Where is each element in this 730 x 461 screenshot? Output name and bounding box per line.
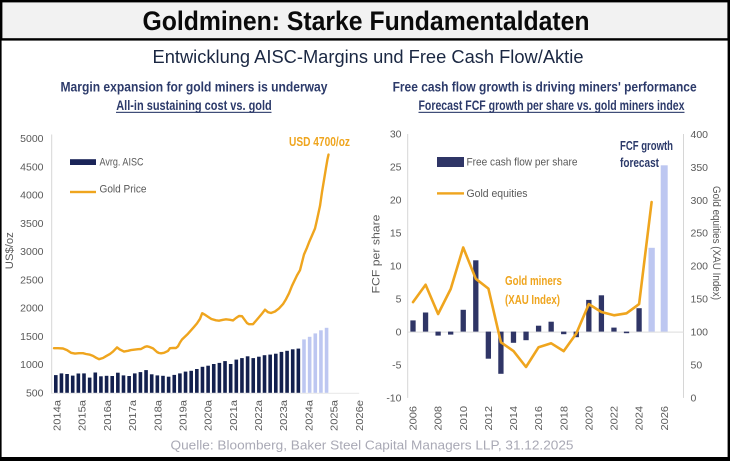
svg-text:5: 5 xyxy=(396,293,402,305)
svg-text:2022: 2022 xyxy=(609,406,621,431)
svg-text:2020a: 2020a xyxy=(203,400,215,431)
svg-text:2022a: 2022a xyxy=(253,400,265,431)
svg-text:2006: 2006 xyxy=(408,406,420,431)
svg-text:All-in sustaining cost vs. gol: All-in sustaining cost vs. gold xyxy=(116,97,272,113)
svg-text:3000: 3000 xyxy=(20,246,44,258)
svg-text:0: 0 xyxy=(691,392,697,404)
svg-text:350: 350 xyxy=(691,162,709,174)
svg-text:Goldminen: Starke Fundamentald: Goldminen: Starke Fundamentaldaten xyxy=(143,6,590,36)
svg-text:Free cash flow growth is drivi: Free cash flow growth is driving miners'… xyxy=(393,79,697,95)
svg-text:Avrg. AISC: Avrg. AISC xyxy=(100,157,144,169)
svg-text:(XAU Index): (XAU Index) xyxy=(505,293,560,307)
svg-text:-10: -10 xyxy=(386,392,401,404)
svg-text:2026e: 2026e xyxy=(354,400,366,431)
svg-text:Gold equities: Gold equities xyxy=(467,188,528,200)
svg-text:USD 4700/oz: USD 4700/oz xyxy=(289,135,350,149)
svg-text:150: 150 xyxy=(691,294,709,306)
svg-text:Gold equities (XAU Index): Gold equities (XAU Index) xyxy=(710,186,722,300)
svg-text:100: 100 xyxy=(691,327,709,339)
svg-text:2017a: 2017a xyxy=(127,400,139,431)
svg-text:2020: 2020 xyxy=(583,406,595,431)
svg-text:4000: 4000 xyxy=(20,190,44,202)
svg-text:300: 300 xyxy=(691,195,709,207)
svg-text:0: 0 xyxy=(396,326,402,338)
svg-text:2014: 2014 xyxy=(508,406,520,431)
svg-text:US$/oz: US$/oz xyxy=(4,232,16,269)
svg-text:Entwicklung AISC-Margins und F: Entwicklung AISC-Margins und Free Cash F… xyxy=(153,47,584,67)
svg-text:Gold miners: Gold miners xyxy=(505,274,562,288)
svg-text:4500: 4500 xyxy=(20,161,44,173)
svg-text:2019a: 2019a xyxy=(177,400,189,431)
svg-text:2008: 2008 xyxy=(433,406,445,431)
svg-text:Forecast FCF growth per share: Forecast FCF growth per share vs. gold m… xyxy=(419,97,685,113)
svg-text:2024: 2024 xyxy=(634,406,646,431)
svg-text:2021a: 2021a xyxy=(228,400,240,431)
svg-text:25: 25 xyxy=(390,161,402,173)
svg-text:2026: 2026 xyxy=(659,406,671,431)
svg-text:50: 50 xyxy=(691,359,703,371)
svg-text:500: 500 xyxy=(26,388,44,400)
svg-text:3500: 3500 xyxy=(20,218,44,230)
svg-text:forecast: forecast xyxy=(620,156,660,170)
svg-text:2018: 2018 xyxy=(558,406,570,431)
svg-text:2000: 2000 xyxy=(20,303,44,315)
svg-text:30: 30 xyxy=(390,128,402,140)
svg-text:-5: -5 xyxy=(392,359,401,371)
svg-text:20: 20 xyxy=(390,194,402,206)
svg-text:2010: 2010 xyxy=(458,406,470,431)
svg-text:2023a: 2023a xyxy=(278,400,290,431)
svg-text:15: 15 xyxy=(390,227,402,239)
svg-text:1000: 1000 xyxy=(20,359,44,371)
svg-text:250: 250 xyxy=(691,228,709,240)
svg-text:2018a: 2018a xyxy=(152,400,164,431)
svg-text:2025a: 2025a xyxy=(329,400,341,431)
svg-text:2014a: 2014a xyxy=(52,400,64,431)
svg-text:400: 400 xyxy=(691,129,709,141)
svg-text:Gold Price: Gold Price xyxy=(100,184,147,196)
svg-text:200: 200 xyxy=(691,261,709,273)
svg-text:Free cash flow per share: Free cash flow per share xyxy=(467,157,578,169)
svg-text:2016a: 2016a xyxy=(102,400,114,431)
svg-text:Margin expansion for gold mine: Margin expansion for gold miners is unde… xyxy=(61,79,328,95)
svg-text:2015a: 2015a xyxy=(77,400,89,431)
svg-text:2500: 2500 xyxy=(20,274,44,286)
svg-text:1500: 1500 xyxy=(20,331,44,343)
svg-text:FCF growth: FCF growth xyxy=(620,139,673,153)
svg-text:2012: 2012 xyxy=(483,406,495,431)
svg-text:FCF per share: FCF per share xyxy=(371,215,383,294)
svg-text:2016: 2016 xyxy=(533,406,545,431)
svg-text:10: 10 xyxy=(390,260,402,272)
svg-text:2024a: 2024a xyxy=(303,400,315,431)
svg-text:5000: 5000 xyxy=(20,133,44,145)
svg-text:Quelle: Bloomberg, Baker Steel: Quelle: Bloomberg, Baker Steel Capital M… xyxy=(171,438,574,453)
